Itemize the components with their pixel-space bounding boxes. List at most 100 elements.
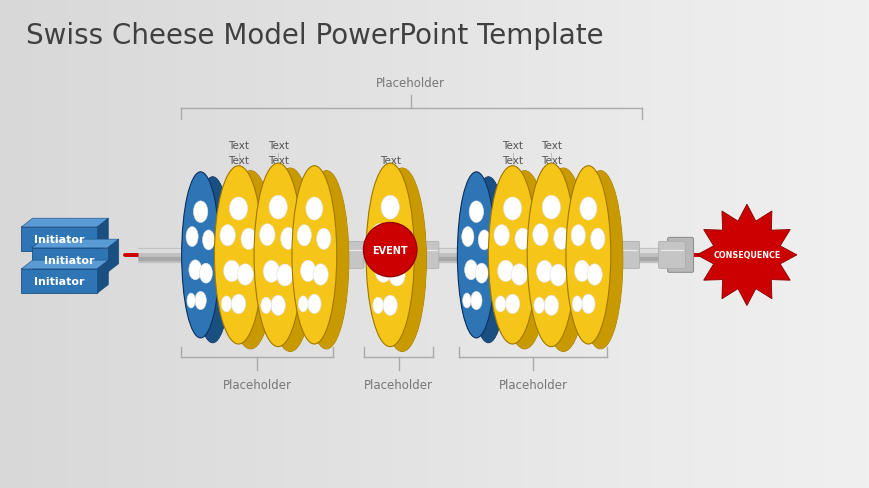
FancyBboxPatch shape bbox=[617, 242, 639, 269]
Ellipse shape bbox=[269, 196, 287, 220]
Ellipse shape bbox=[261, 298, 271, 314]
Ellipse shape bbox=[186, 227, 198, 247]
Text: CONSEQUENCE: CONSEQUENCE bbox=[713, 251, 779, 260]
Ellipse shape bbox=[214, 166, 262, 345]
Polygon shape bbox=[22, 219, 109, 227]
Polygon shape bbox=[182, 173, 231, 260]
FancyBboxPatch shape bbox=[658, 242, 685, 269]
Ellipse shape bbox=[237, 264, 253, 285]
Ellipse shape bbox=[281, 228, 295, 250]
Ellipse shape bbox=[182, 172, 219, 338]
Text: Text: Text bbox=[541, 141, 561, 151]
Ellipse shape bbox=[503, 198, 521, 221]
FancyBboxPatch shape bbox=[22, 269, 97, 294]
Text: Placeholder: Placeholder bbox=[222, 378, 291, 391]
Ellipse shape bbox=[457, 172, 494, 338]
Ellipse shape bbox=[468, 202, 483, 223]
Polygon shape bbox=[292, 166, 348, 260]
Ellipse shape bbox=[373, 298, 383, 314]
Polygon shape bbox=[457, 255, 507, 343]
Ellipse shape bbox=[221, 296, 231, 312]
Ellipse shape bbox=[462, 293, 470, 308]
Ellipse shape bbox=[570, 225, 585, 246]
Text: Text: Text bbox=[379, 156, 401, 165]
Ellipse shape bbox=[259, 224, 275, 246]
Ellipse shape bbox=[276, 264, 293, 286]
FancyBboxPatch shape bbox=[22, 227, 97, 252]
Ellipse shape bbox=[500, 171, 548, 349]
Ellipse shape bbox=[266, 169, 314, 352]
Ellipse shape bbox=[587, 264, 601, 285]
Text: Text: Text bbox=[501, 156, 522, 165]
Ellipse shape bbox=[574, 261, 589, 282]
Polygon shape bbox=[527, 164, 587, 260]
Ellipse shape bbox=[469, 177, 507, 343]
Ellipse shape bbox=[534, 298, 544, 314]
Ellipse shape bbox=[229, 198, 248, 221]
Ellipse shape bbox=[223, 261, 240, 282]
Text: Initiator: Initiator bbox=[34, 277, 84, 286]
Polygon shape bbox=[457, 173, 507, 260]
Polygon shape bbox=[22, 261, 109, 269]
Ellipse shape bbox=[241, 229, 256, 250]
Polygon shape bbox=[214, 255, 275, 349]
Ellipse shape bbox=[308, 294, 321, 314]
Text: Placeholder: Placeholder bbox=[376, 77, 445, 90]
Ellipse shape bbox=[231, 294, 246, 314]
Text: Initiator: Initiator bbox=[44, 256, 95, 265]
Ellipse shape bbox=[194, 177, 231, 343]
Polygon shape bbox=[254, 255, 314, 352]
Text: Text: Text bbox=[501, 141, 522, 151]
Polygon shape bbox=[527, 255, 587, 352]
Ellipse shape bbox=[474, 264, 488, 284]
Ellipse shape bbox=[464, 260, 477, 280]
Ellipse shape bbox=[313, 264, 328, 285]
Ellipse shape bbox=[590, 229, 604, 250]
FancyBboxPatch shape bbox=[342, 242, 363, 269]
Ellipse shape bbox=[510, 264, 527, 285]
Ellipse shape bbox=[306, 198, 322, 221]
Text: Swiss Cheese Model PowerPoint Template: Swiss Cheese Model PowerPoint Template bbox=[26, 21, 602, 50]
FancyBboxPatch shape bbox=[417, 242, 438, 269]
Ellipse shape bbox=[226, 171, 275, 349]
Polygon shape bbox=[182, 255, 231, 343]
Polygon shape bbox=[97, 219, 109, 252]
Ellipse shape bbox=[470, 292, 481, 310]
Ellipse shape bbox=[488, 166, 536, 345]
Polygon shape bbox=[214, 166, 275, 260]
Ellipse shape bbox=[382, 296, 397, 316]
Ellipse shape bbox=[292, 166, 336, 345]
Ellipse shape bbox=[303, 171, 348, 349]
Ellipse shape bbox=[497, 261, 514, 282]
Ellipse shape bbox=[371, 224, 387, 246]
Ellipse shape bbox=[378, 169, 426, 352]
Ellipse shape bbox=[193, 202, 208, 223]
FancyBboxPatch shape bbox=[667, 238, 693, 273]
Text: Initiator: Initiator bbox=[34, 235, 84, 244]
Polygon shape bbox=[696, 205, 796, 306]
Text: Text: Text bbox=[268, 141, 289, 151]
FancyBboxPatch shape bbox=[31, 248, 108, 273]
Ellipse shape bbox=[388, 264, 405, 286]
Polygon shape bbox=[108, 240, 119, 273]
Text: EVENT: EVENT bbox=[372, 245, 408, 255]
Circle shape bbox=[363, 223, 416, 277]
Text: Text: Text bbox=[268, 156, 289, 165]
Polygon shape bbox=[31, 240, 119, 248]
Ellipse shape bbox=[366, 164, 414, 347]
Ellipse shape bbox=[263, 261, 279, 283]
Text: Text: Text bbox=[541, 156, 561, 165]
Ellipse shape bbox=[254, 164, 302, 347]
Text: Text: Text bbox=[228, 156, 249, 165]
Ellipse shape bbox=[553, 228, 568, 250]
Ellipse shape bbox=[536, 261, 552, 283]
Ellipse shape bbox=[532, 224, 547, 246]
Polygon shape bbox=[488, 166, 548, 260]
Ellipse shape bbox=[220, 225, 235, 246]
Polygon shape bbox=[254, 164, 314, 260]
Polygon shape bbox=[488, 255, 548, 349]
Ellipse shape bbox=[297, 225, 311, 246]
Ellipse shape bbox=[505, 294, 519, 314]
Ellipse shape bbox=[541, 196, 560, 220]
Ellipse shape bbox=[494, 225, 509, 246]
